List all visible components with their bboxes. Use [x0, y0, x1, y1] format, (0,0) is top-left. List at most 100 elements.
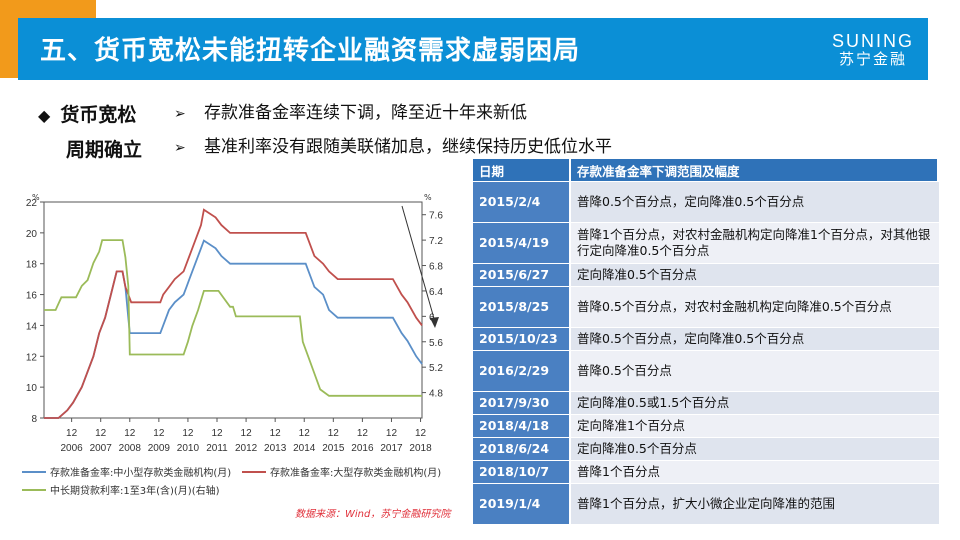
arrow-bullet-icon: ➢ — [174, 140, 186, 156]
x-year-label: 2014 — [293, 443, 316, 454]
x-month-label: 12 — [153, 428, 165, 439]
legend-label-loan: 中长期贷款利率:1至3年(含)(月)(右轴) — [50, 484, 220, 497]
x-month-label: 12 — [95, 428, 107, 439]
section-label-line2: 周期确立 — [66, 139, 143, 161]
row-desc: 普降0.5个百分点，定向降准0.5个百分点 — [571, 182, 939, 222]
legend-label-large: 存款准备金率:大型存款类金融机构(月) — [270, 466, 441, 479]
bullet-list: ➢ 存款准备金率连续下调，降至近十年来新低 ➢ 基准利率没有跟随美联储加息，继续保持… — [174, 96, 612, 164]
row-date: 2017/9/30 — [473, 392, 571, 414]
x-year-label: 2006 — [60, 443, 83, 454]
row-date: 2018/4/18 — [473, 415, 571, 437]
x-year-label: 2015 — [322, 443, 345, 454]
right-tick-label: 7.6 — [429, 211, 443, 222]
series-line-loan — [44, 239, 422, 397]
row-desc: 定向降准0.5个百分点 — [571, 438, 939, 460]
left-tick-label: 10 — [26, 383, 38, 394]
x-month-label: 12 — [270, 428, 282, 439]
row-desc: 普降1个百分点 — [571, 461, 939, 483]
left-tick-label: 22 — [26, 198, 38, 209]
arrow-bullet-icon: ➢ — [174, 106, 186, 122]
header-date: 日期 — [473, 159, 571, 181]
section-label-line1: 货币宽松 — [60, 104, 137, 126]
chart-svg: 8101214161820224.85.25.666.46.87.27.6%%1… — [22, 193, 443, 497]
bullet-text: 基准利率没有跟随美联储加息，继续保持历史低位水平 — [204, 137, 612, 157]
table-row: 2018/10/7 普降1个百分点 — [473, 461, 939, 483]
table-row: 2017/9/30 定向降准0.5或1.5个百分点 — [473, 392, 939, 414]
x-year-label: 2010 — [177, 443, 200, 454]
row-desc: 普降0.5个百分点，对农村金融机构定向降准0.5个百分点 — [571, 287, 939, 327]
row-desc: 普降0.5个百分点，定向降准0.5个百分点 — [571, 328, 939, 350]
bullet-item: ➢ 存款准备金率连续下调，降至近十年来新低 — [174, 96, 612, 130]
table-row: 2015/10/23 普降0.5个百分点，定向降准0.5个百分点 — [473, 328, 939, 350]
row-desc: 普降0.5个百分点 — [571, 351, 939, 391]
page-title: 五、货币宽松未能扭转企业融资需求虚弱困局 — [40, 36, 581, 66]
left-tick-label: 12 — [26, 352, 38, 363]
x-month-label: 12 — [357, 428, 369, 439]
bullet-item: ➢ 基准利率没有跟随美联储加息，继续保持历史低位水平 — [174, 130, 612, 164]
title-bar: 五、货币宽松未能扭转企业融资需求虚弱困局 SUNING 苏宁金融 — [18, 18, 928, 80]
x-year-label: 2008 — [119, 443, 142, 454]
table-row: 2015/2/4 普降0.5个百分点，定向降准0.5个百分点 — [473, 182, 939, 222]
row-desc: 定向降准1个百分点 — [571, 415, 939, 437]
bullet-text: 存款准备金率连续下调，降至近十年来新低 — [204, 103, 527, 123]
left-tick-label: 8 — [31, 414, 37, 425]
table-row: 2018/6/24 定向降准0.5个百分点 — [473, 438, 939, 460]
x-year-label: 2009 — [148, 443, 171, 454]
right-tick-label: 7.2 — [429, 236, 443, 247]
right-tick-label: 5.6 — [429, 338, 443, 349]
row-date: 2015/10/23 — [473, 328, 571, 350]
table-row: 2016/2/29 普降0.5个百分点 — [473, 351, 939, 391]
annotation-arrow-line — [401, 205, 436, 323]
right-tick-label: 6.8 — [429, 262, 443, 273]
x-month-label: 12 — [386, 428, 398, 439]
x-month-label: 12 — [182, 428, 194, 439]
row-date: 2015/6/27 — [473, 264, 571, 286]
annotation-arrow-head — [430, 317, 439, 328]
left-tick-label: 16 — [26, 291, 38, 302]
x-year-label: 2007 — [90, 443, 113, 454]
logo-text-en: SUNING — [831, 31, 914, 51]
row-desc: 普降1个百分点，扩大小微企业定向降准的范围 — [571, 484, 939, 524]
x-year-label: 2013 — [264, 443, 287, 454]
x-month-label: 12 — [241, 428, 253, 439]
row-date: 2015/2/4 — [473, 182, 571, 222]
table-row: 2015/6/27 定向降准0.5个百分点 — [473, 264, 939, 286]
table-row: 2015/8/25 普降0.5个百分点，对农村金融机构定向降准0.5个百分点 — [473, 287, 939, 327]
row-date: 2016/2/29 — [473, 351, 571, 391]
rrr-chart: 8101214161820224.85.25.666.46.87.27.6%%1… — [14, 190, 454, 520]
x-month-label: 12 — [66, 428, 78, 439]
left-tick-label: 18 — [26, 260, 38, 271]
right-tick-label: 4.8 — [429, 389, 443, 400]
x-year-label: 2017 — [380, 443, 403, 454]
header-desc: 存款准备金率下调范围及幅度 — [571, 159, 939, 181]
right-tick-label: 5.2 — [429, 363, 443, 374]
row-date: 2018/10/7 — [473, 461, 571, 483]
table-row: 2015/4/19 普降1个百分点，对农村金融机构定向降准1个百分点，对其他银行定… — [473, 223, 939, 263]
left-tick-label: 20 — [26, 229, 38, 240]
x-month-label: 12 — [211, 428, 223, 439]
plot-frame — [43, 201, 423, 419]
x-year-label: 2011 — [206, 443, 228, 454]
table-row: 2019/1/4 普降1个百分点，扩大小微企业定向降准的范围 — [473, 484, 939, 524]
diamond-bullet-icon: ◆ — [38, 106, 51, 125]
left-tick-label: 14 — [26, 321, 38, 332]
x-month-label: 12 — [328, 428, 340, 439]
x-year-label: 2018 — [409, 443, 432, 454]
series-line-large — [44, 208, 423, 419]
x-year-label: 2012 — [235, 443, 258, 454]
section-heading: ◆ 货币宽松 周期确立 — [38, 98, 142, 167]
logo-text-cn: 苏宁金融 — [838, 50, 907, 68]
right-unit: % — [424, 193, 432, 202]
table-header-row: 日期 存款准备金率下调范围及幅度 — [473, 159, 939, 181]
row-date: 2018/6/24 — [473, 438, 571, 460]
right-tick-label: 6.4 — [429, 287, 443, 298]
row-date: 2015/4/19 — [473, 223, 571, 263]
row-date: 2019/1/4 — [473, 484, 571, 524]
x-month-label: 12 — [124, 428, 136, 439]
x-year-label: 2016 — [351, 443, 374, 454]
left-unit: % — [32, 193, 40, 202]
suning-logo: SUNING 苏宁金融 — [832, 32, 914, 67]
x-month-label: 12 — [299, 428, 311, 439]
row-desc: 定向降准0.5个百分点 — [571, 264, 939, 286]
row-desc: 定向降准0.5或1.5个百分点 — [571, 392, 939, 414]
